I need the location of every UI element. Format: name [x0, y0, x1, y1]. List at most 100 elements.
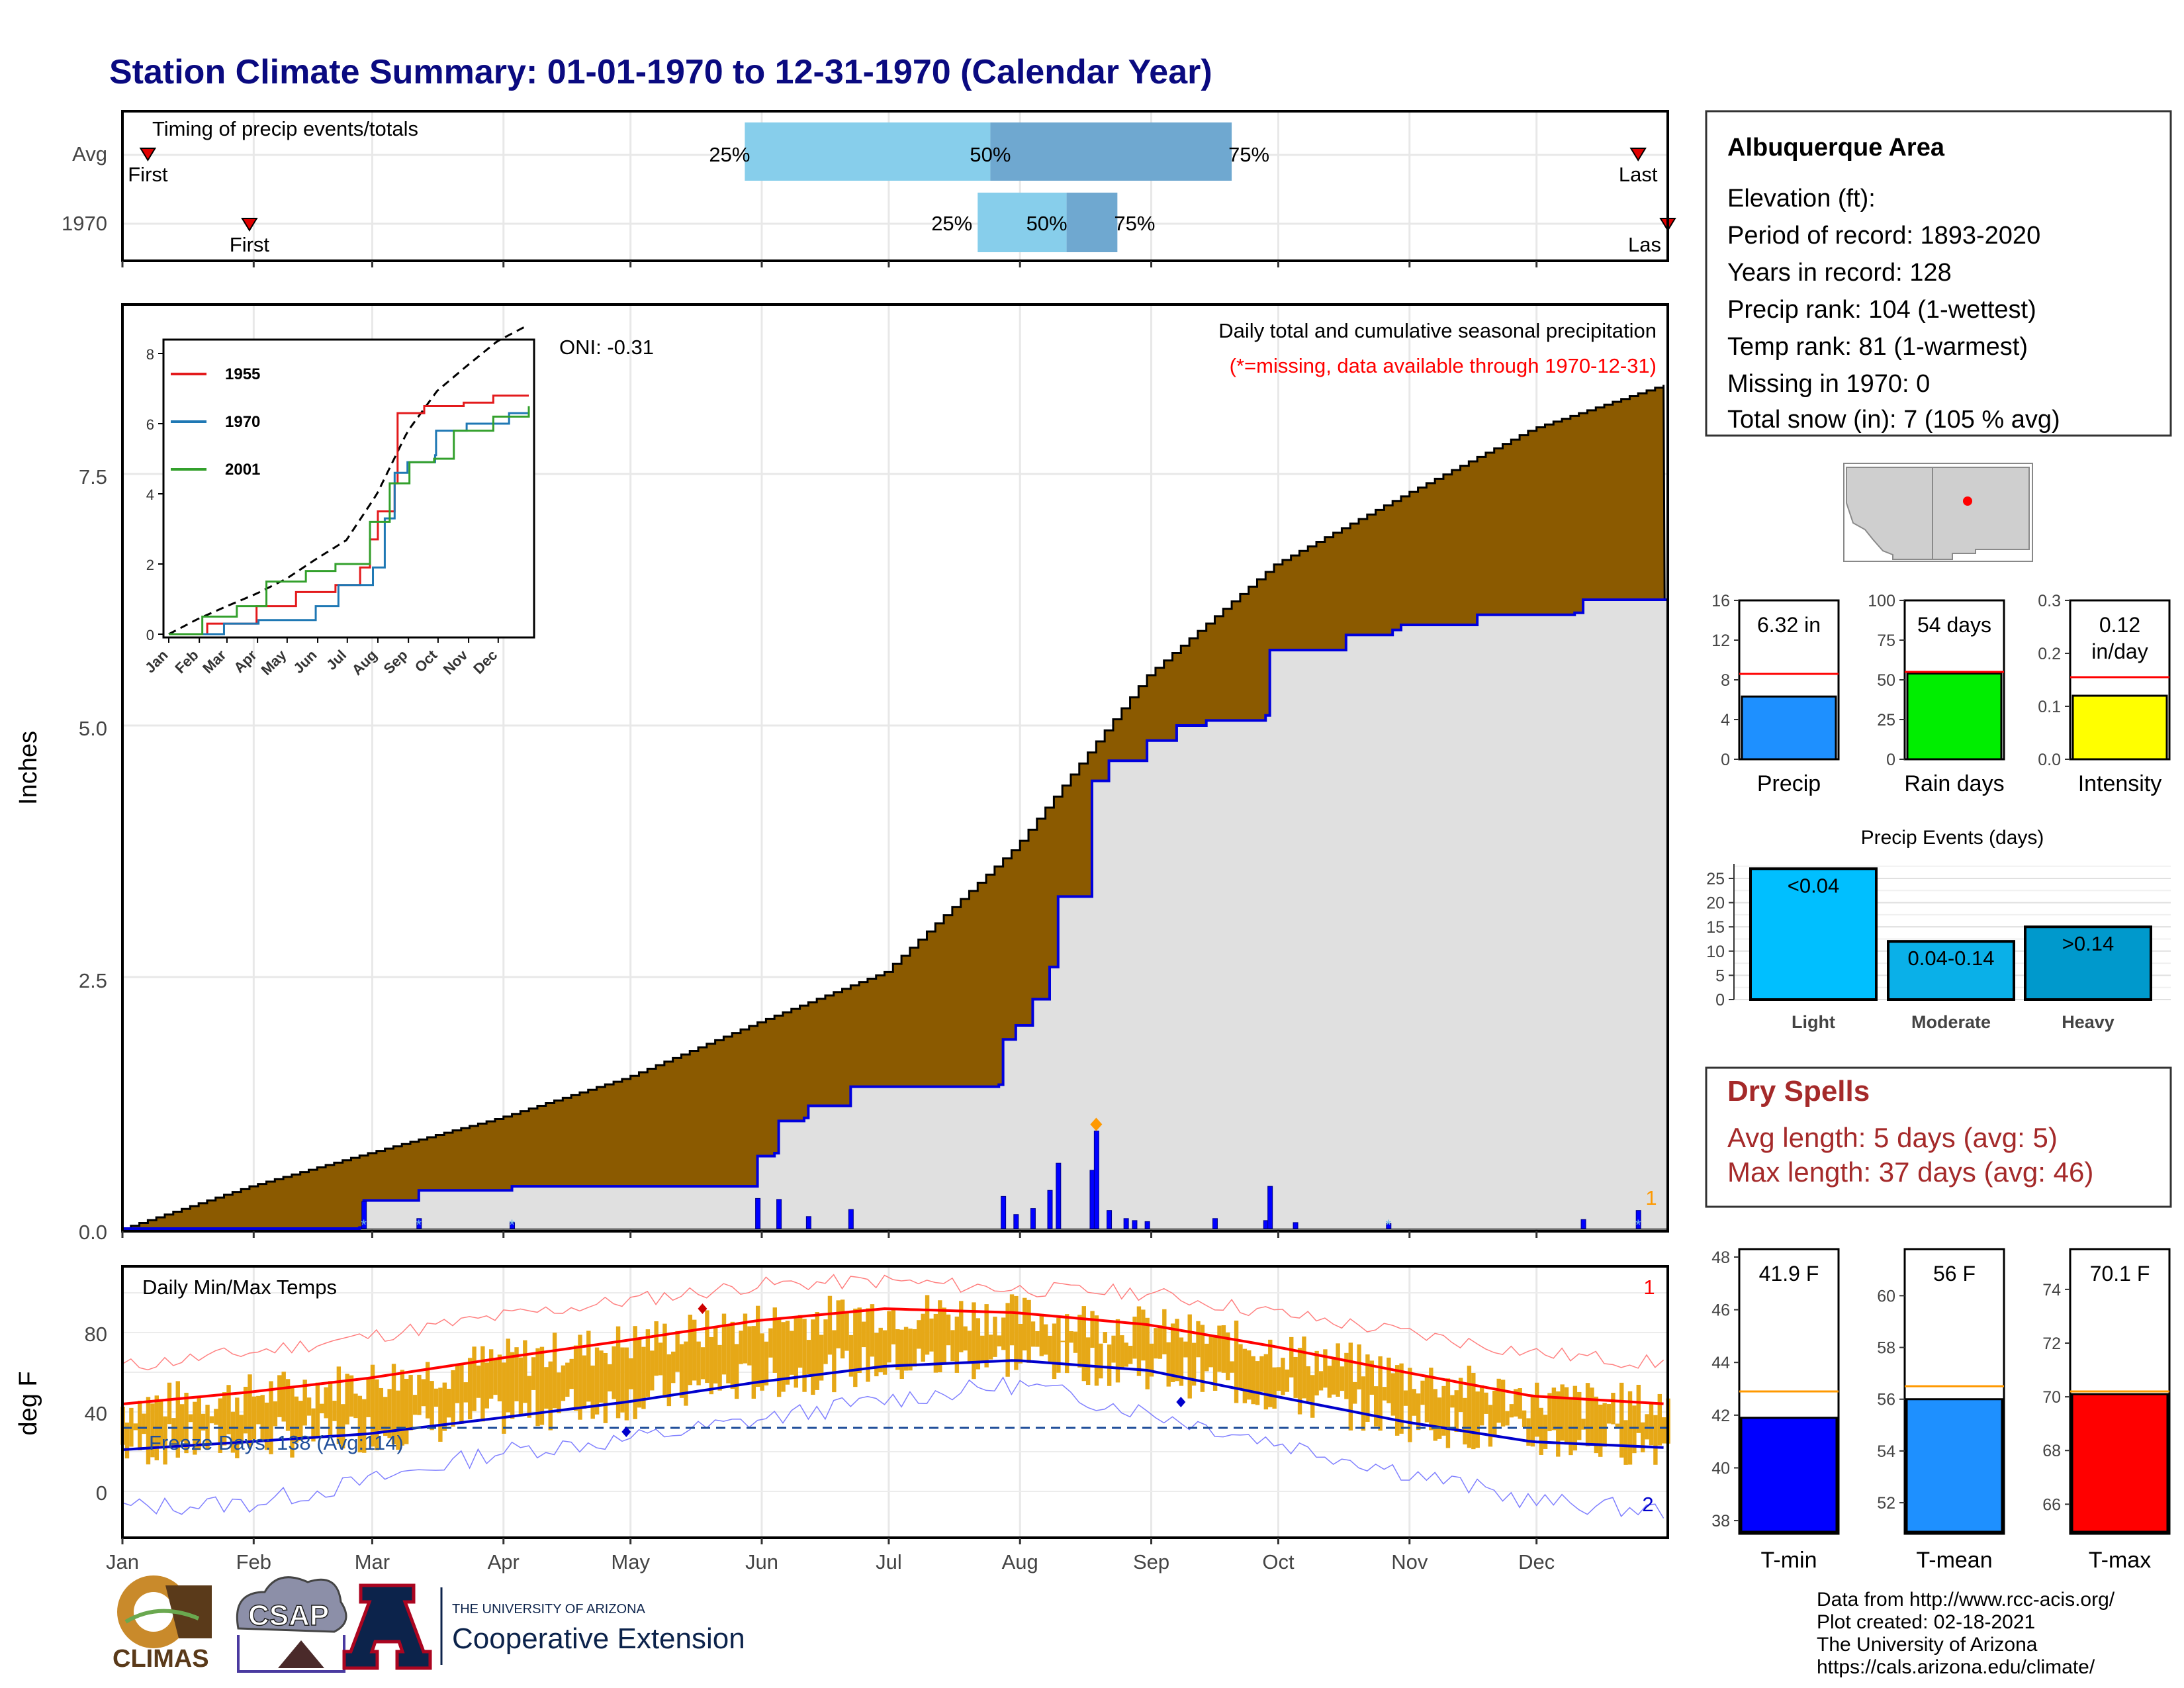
daily-temp-bar [1124, 1342, 1128, 1367]
temp-y-tick-0: 0 [96, 1481, 107, 1505]
daily-temp-bar [124, 1423, 130, 1459]
timing-title: Timing of precip events/totals [152, 117, 418, 140]
daily-temp-bar [1594, 1396, 1599, 1454]
temp-bar-tick-label: 42 [1711, 1407, 1730, 1425]
daily-temp-bar [175, 1381, 180, 1458]
daily-temp-bar [1099, 1343, 1103, 1379]
daily-temp-bar [383, 1397, 388, 1436]
daily-temp-bar [815, 1312, 819, 1390]
daily-precip-bar [848, 1209, 854, 1229]
temp-bar-tick-label: 66 [2042, 1495, 2061, 1514]
daily-temp-bar [726, 1326, 731, 1383]
daily-temp-bar [1268, 1339, 1273, 1407]
inset-y-tick-label: 4 [146, 487, 154, 503]
daily-temp-bar [836, 1300, 841, 1348]
oni-value: ONI: -0.31 [559, 336, 654, 359]
daily-temp-bar [972, 1302, 976, 1380]
daily-temp-bar [1077, 1315, 1082, 1368]
daily-temp-bar [1488, 1405, 1493, 1447]
daily-temp-bar [662, 1323, 667, 1398]
daily-temp-bar [967, 1331, 972, 1362]
temp-count-low: 2 [1642, 1493, 1653, 1516]
daily-temp-bar [1242, 1348, 1248, 1403]
quartile-label-25: 25% [931, 212, 972, 235]
daily-temp-bar [1132, 1316, 1137, 1359]
daily-temp-bar [523, 1340, 527, 1403]
month-label-nov: Nov [1391, 1550, 1428, 1573]
daily-temp-bar [269, 1381, 273, 1454]
daily-temp-bar [328, 1381, 333, 1436]
daily-temp-bar [1014, 1295, 1019, 1370]
daily-temp-bar [1327, 1366, 1332, 1398]
precip-summary-bars: 0 4 8 12 16 6.32 in Precip 0 25 50 75 100 54 days Rai… [1711, 592, 2171, 796]
daily-temp-bar [988, 1335, 993, 1360]
first-event-label: First [230, 233, 270, 256]
trace-marker: * [509, 1217, 515, 1233]
first-event-label: First [128, 163, 168, 186]
daily-temp-bar [209, 1416, 214, 1424]
quartile-bar-upper [990, 122, 1232, 181]
daily-temp-bar [1547, 1393, 1552, 1432]
daily-temp-bar [878, 1327, 883, 1373]
daily-temp-bar [1107, 1344, 1112, 1386]
first-event-marker [241, 218, 258, 232]
daily-temp-bar [1412, 1389, 1416, 1416]
daily-temp-bar [281, 1372, 286, 1422]
daily-precip-bar [1093, 1131, 1099, 1229]
daily-temp-bar [1170, 1323, 1175, 1382]
daily-temp-bar [1590, 1387, 1594, 1446]
daily-temp-bar [1662, 1417, 1666, 1444]
daily-temp-bar [785, 1321, 790, 1385]
freeze-days-label: Freeze Days: 138 (Avg:114) [149, 1431, 404, 1454]
daily-temp-bar [954, 1316, 960, 1373]
daily-precip-bar [416, 1218, 422, 1229]
daily-temp-bar [1394, 1365, 1400, 1436]
mini-bar-tick-label: 50 [1877, 671, 1895, 690]
info-period: Period of record: 1893-2020 [1727, 222, 2040, 250]
daily-precip-bar [361, 1201, 367, 1229]
daily-temp-bar [320, 1403, 324, 1414]
record-day-marker [1176, 1397, 1186, 1407]
daily-temp-bar [1026, 1299, 1031, 1363]
quartile-bar-lower [978, 193, 1067, 252]
daily-temp-bar [201, 1413, 206, 1431]
daily-temp-bar [1615, 1423, 1620, 1429]
mini-bar-tick-label: 0.0 [2038, 751, 2061, 769]
daily-temp-bar [561, 1365, 566, 1401]
last-event-marker [1629, 148, 1647, 162]
daily-precip-bar [1212, 1218, 1218, 1229]
events-bar-light [1749, 867, 1878, 1001]
daily-temp-bar [1657, 1393, 1662, 1446]
ua-line-2: Cooperative Extension [452, 1622, 745, 1655]
daily-temp-bar [1318, 1371, 1324, 1391]
daily-temp-bar [1048, 1335, 1052, 1364]
daily-temp-bar [751, 1326, 756, 1399]
daily-temp-bar [1281, 1358, 1285, 1395]
daily-temp-bar [1179, 1337, 1184, 1386]
daily-temp-bar [590, 1365, 595, 1419]
daily-temp-bar [306, 1397, 312, 1416]
credit-data-source: Data from http://www.rcc-acis.org/ [1817, 1589, 2115, 1611]
daily-temp-bar [942, 1307, 946, 1365]
precip-events-chart: Precip Events (days) 0 5 10 15 20 25 <0.04 Light… [1706, 827, 2171, 1032]
daily-temp-bar [1196, 1321, 1201, 1358]
daily-temp-bar [1162, 1309, 1167, 1354]
daily-temp-bar [624, 1347, 629, 1421]
inset-average-line [168, 324, 529, 635]
events-tick-label: 15 [1706, 918, 1725, 937]
daily-precip-bar [1386, 1223, 1392, 1229]
daily-temp-bar [311, 1408, 316, 1442]
daily-temp-bar [790, 1331, 794, 1375]
daily-temp-bar [747, 1326, 752, 1366]
temp-panel: deg F 0 40 80 Daily Min/Max Temps Freeze… [15, 1265, 1670, 1539]
temp-bar-t-max [2071, 1393, 2169, 1533]
temp-bar-tick-label: 46 [1711, 1301, 1730, 1320]
timing-row-label-year: 1970 [62, 212, 107, 235]
temp-bar-value: 70.1 F [2090, 1262, 2150, 1286]
dry-spells-max: Max length: 37 days (avg: 46) [1727, 1156, 2093, 1188]
temp-bar-label: T-max [2089, 1548, 2151, 1573]
daily-temp-bar [1018, 1323, 1023, 1364]
daily-temp-bar [764, 1341, 769, 1385]
mini-bar-rain-days [1906, 672, 2003, 761]
precip-y-tick-3: 7.5 [79, 465, 107, 489]
